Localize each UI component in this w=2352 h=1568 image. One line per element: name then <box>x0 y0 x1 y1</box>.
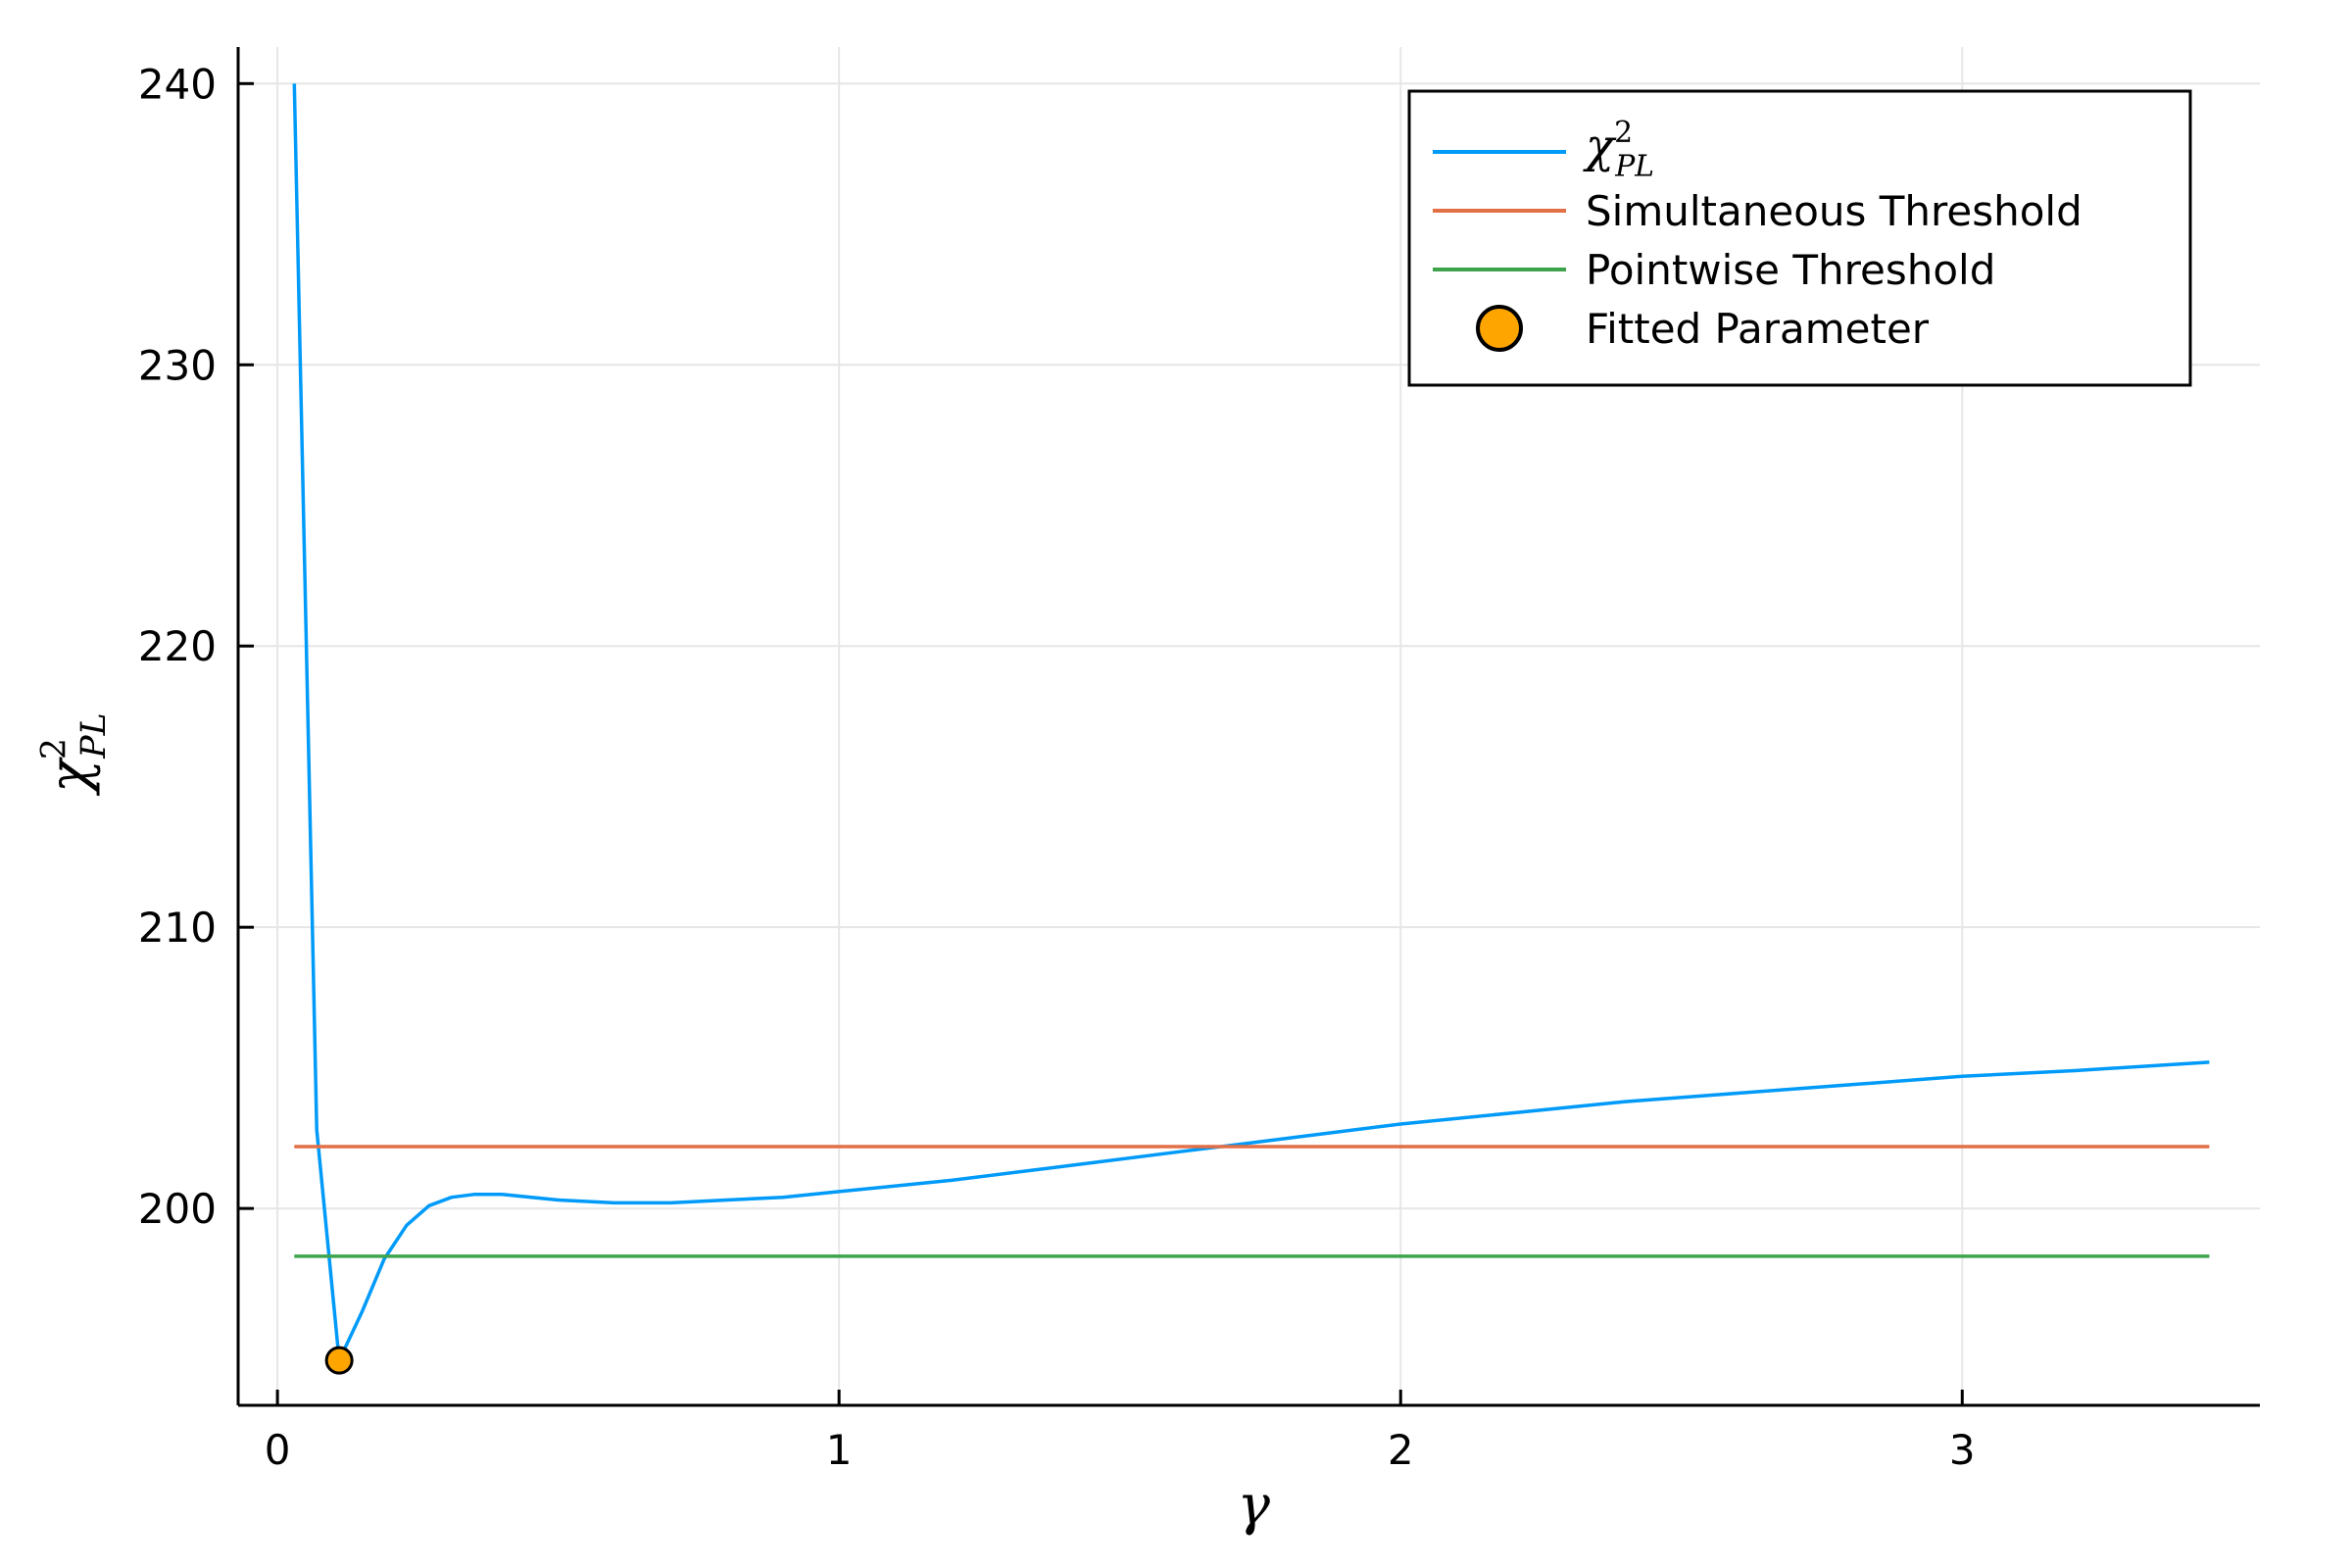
axes: 0 1 2 3 200 210 220 230 240 <box>138 47 2260 1474</box>
series-line-0 <box>292 83 2210 1362</box>
plot-series <box>292 83 2210 1375</box>
legend-marker-fitted <box>1476 305 1523 352</box>
y-axis-label-text: χ2PL <box>34 712 113 797</box>
legend-box <box>1407 89 2192 387</box>
data-point-fitted <box>324 1346 354 1375</box>
x-tick-label: 1 <box>826 1426 853 1474</box>
x-tick-label: 2 <box>1388 1426 1414 1474</box>
legend-label-2: Pointwise Threshold <box>1586 246 1995 294</box>
grid <box>238 47 2260 1405</box>
y-axis-label: χ2PL <box>34 712 113 797</box>
legend-label-0: χ2 PL <box>1583 116 1654 184</box>
legend-label-1: Simultaneous Threshold <box>1586 187 2082 235</box>
y-tick-label: 200 <box>138 1185 217 1233</box>
x-tick-label: 3 <box>1949 1426 1976 1474</box>
x-axis-label-text: γ <box>1238 1474 1271 1538</box>
legend-label-3: Fitted Parameter <box>1586 305 1930 353</box>
y-tick-label: 240 <box>138 60 217 108</box>
y-tick-label: 230 <box>138 341 217 389</box>
x-axis-label: γ <box>1238 1474 1271 1538</box>
y-tick-label: 220 <box>138 622 217 670</box>
x-tick-label: 0 <box>265 1426 291 1474</box>
y-tick-label: 210 <box>138 904 217 952</box>
